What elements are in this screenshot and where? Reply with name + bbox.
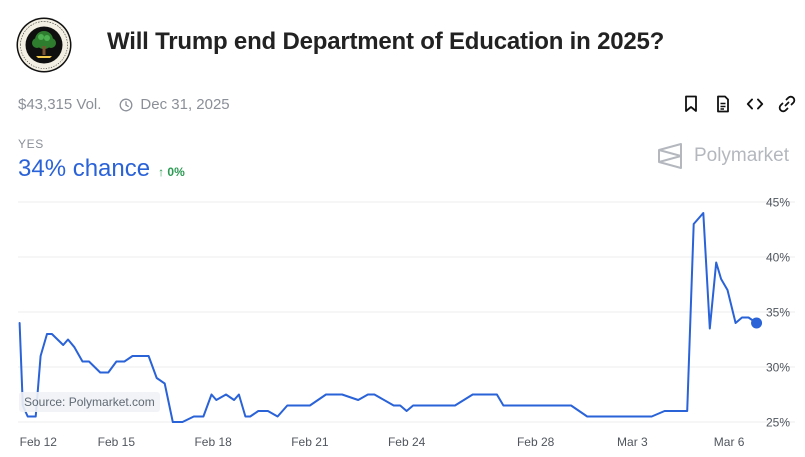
brand-name: Polymarket bbox=[693, 145, 789, 166]
chance-readout: 34% chance ↑ 0% bbox=[18, 155, 185, 183]
embed-button[interactable] bbox=[745, 94, 765, 114]
market-title: Will Trump end Department of Education i… bbox=[107, 28, 665, 55]
volume-text: $43,315 Vol. bbox=[18, 96, 102, 113]
embed-code-icon bbox=[746, 98, 764, 110]
y-tick-label: 35% bbox=[766, 306, 790, 320]
price-history-chart: 25% 30% 35% 40% 45% Feb 12 Feb 15 Feb 18 Feb 21… bbox=[18, 196, 795, 449]
series-line-yes bbox=[18, 212, 758, 423]
x-tick-label: Feb 18 bbox=[194, 435, 232, 449]
copy-link-button[interactable] bbox=[777, 94, 797, 114]
last-point-marker bbox=[751, 317, 763, 329]
x-tick-label: Feb 12 bbox=[20, 435, 58, 449]
x-tick-label: Mar 3 bbox=[617, 435, 648, 449]
y-tick-label: 45% bbox=[766, 196, 790, 210]
source-label: Source: Polymarket.com bbox=[19, 392, 160, 412]
clock-icon bbox=[119, 98, 133, 111]
x-tick-label: Feb 21 bbox=[291, 435, 329, 449]
bookmark-button[interactable] bbox=[681, 94, 701, 114]
x-tick-label: Mar 6 bbox=[714, 435, 745, 449]
x-axis-ticks: Feb 12 Feb 15 Feb 18 Feb 21 Feb 24 Feb 28 Mar … bbox=[20, 435, 745, 449]
department-of-education-seal bbox=[16, 17, 72, 73]
market-meta: $43,315 Vol. Dec 31, 2025 bbox=[18, 96, 230, 113]
y-tick-label: 30% bbox=[766, 361, 790, 375]
y-tick-label: 40% bbox=[766, 251, 790, 265]
chance-delta: ↑ 0% bbox=[158, 165, 185, 179]
end-date-text: Dec 31, 2025 bbox=[140, 96, 230, 113]
y-axis-ticks: 25% 30% 35% 40% 45% bbox=[766, 196, 790, 430]
action-bar bbox=[681, 94, 797, 114]
end-date: Dec 31, 2025 bbox=[119, 96, 230, 113]
document-icon bbox=[717, 95, 729, 113]
outcome-label: YES bbox=[18, 137, 44, 151]
link-icon bbox=[778, 95, 796, 113]
polymarket-watermark: Polymarket bbox=[656, 142, 789, 170]
document-button[interactable] bbox=[713, 94, 733, 114]
chance-value: 34% chance bbox=[18, 155, 151, 182]
y-tick-label: 25% bbox=[766, 416, 790, 430]
grid-lines bbox=[18, 201, 795, 423]
polymarket-logo-icon bbox=[657, 143, 682, 169]
x-tick-label: Feb 15 bbox=[98, 435, 136, 449]
bookmark-icon bbox=[685, 95, 697, 112]
x-tick-label: Feb 28 bbox=[517, 435, 555, 449]
x-tick-label: Feb 24 bbox=[388, 435, 426, 449]
